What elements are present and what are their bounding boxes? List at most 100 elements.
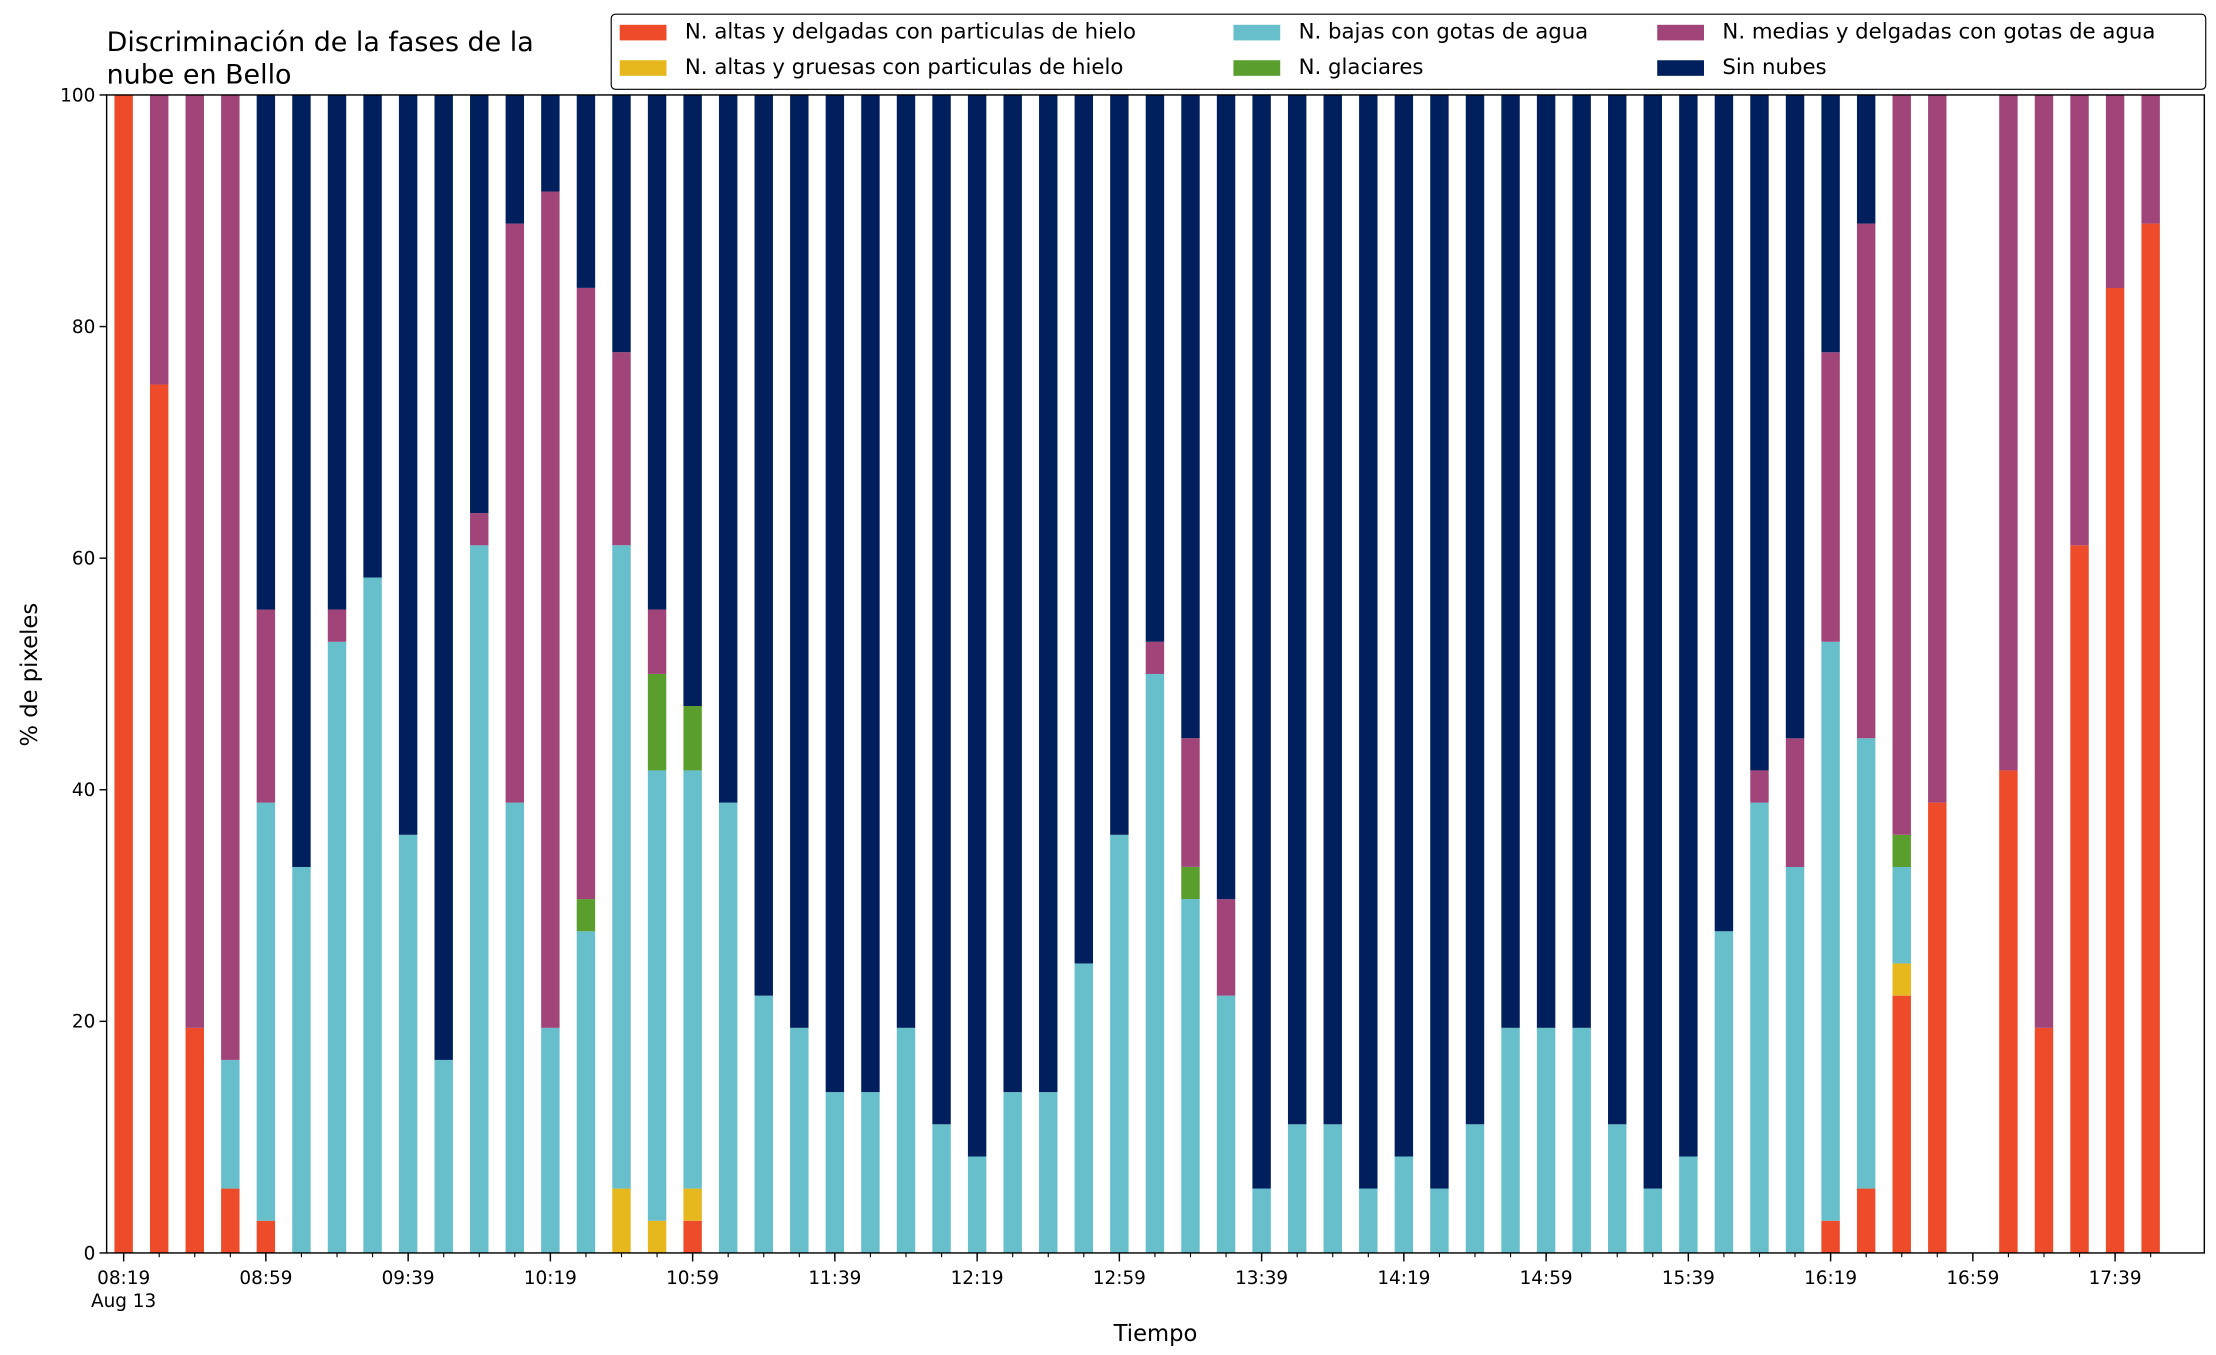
bar-segment	[754, 995, 773, 1253]
bar-segment	[470, 513, 489, 546]
bar-segment	[1394, 94, 1414, 1157]
x-tick-label: 15:39	[1662, 1268, 1715, 1289]
x-tick-label: 12:19	[951, 1268, 1004, 1289]
bar-segment	[1181, 899, 1200, 1253]
bar-segment	[541, 95, 560, 192]
bar-segment	[718, 94, 738, 803]
x-tick-label: 11:39	[808, 1268, 861, 1289]
bar-segment	[1750, 802, 1769, 1253]
bar-segment	[221, 1188, 240, 1253]
bar-segment	[1750, 770, 1769, 803]
bar-segment	[2141, 94, 2160, 224]
bar-segment	[1216, 95, 1236, 900]
plot-frame	[105, 94, 2206, 1254]
bar-segment	[647, 673, 667, 771]
legend-label: N. medias y delgadas con gotas de agua	[1722, 20, 2155, 45]
legend-swatch	[1657, 24, 1705, 41]
bar-segment	[1608, 1124, 1627, 1253]
y-tick-label: 100	[60, 85, 95, 106]
bar-segment	[2070, 94, 2089, 546]
bar-segment	[505, 802, 525, 1253]
x-tick-label: 09:39	[382, 1268, 435, 1289]
bar-segment	[825, 1092, 845, 1253]
bar-segment	[683, 770, 702, 1189]
bar-segment	[1714, 931, 1734, 1253]
bar-segment	[1536, 1027, 1556, 1253]
bar-segment	[434, 94, 453, 1060]
bar-segment	[1110, 834, 1129, 1253]
x-date-label: Aug 13	[91, 1291, 156, 1312]
bar-segment	[1714, 94, 1734, 932]
bar-segment	[1216, 899, 1236, 996]
legend-label: N. altas y delgadas con particulas de hi…	[685, 20, 1136, 45]
bar-segment	[1323, 1124, 1342, 1253]
x-tick-label: 08:19	[97, 1268, 150, 1289]
legend: N. altas y delgadas con particulas de hi…	[610, 13, 2207, 90]
bar-segment	[470, 94, 489, 514]
bar-segment	[1928, 94, 1947, 803]
legend-label: N. bajas con gotas de agua	[1299, 20, 1589, 45]
bar-segment	[932, 94, 951, 1125]
bar-segment	[185, 1027, 204, 1253]
bar-segment	[541, 1027, 560, 1253]
bar-segment	[647, 770, 667, 1221]
bar-segment	[1821, 352, 1840, 642]
x-tick-label: 16:19	[1804, 1268, 1857, 1289]
bar-segment	[149, 94, 169, 385]
bar-segment	[1145, 673, 1165, 1253]
bar-segment	[1892, 94, 1911, 835]
bar-segment	[576, 94, 596, 288]
chart-title: nube en Bello	[107, 60, 292, 91]
bar-segment	[1785, 738, 1805, 867]
x-tick-label: 16:59	[1946, 1268, 1999, 1289]
bar-segment	[967, 94, 987, 1157]
bar-segment	[683, 706, 702, 771]
bar-segment	[1039, 1092, 1058, 1253]
bar-segment	[683, 1220, 702, 1253]
legend-swatch	[1657, 60, 1705, 76]
bar-segment	[1323, 94, 1342, 1125]
bar-segment	[1181, 866, 1200, 900]
bar-segment	[576, 899, 596, 932]
bar-segment	[1501, 94, 1520, 1028]
bar-segment	[1394, 1156, 1414, 1253]
bar-segment	[1252, 94, 1271, 1189]
bar-segment	[683, 94, 702, 707]
bar-segment	[612, 1188, 631, 1253]
bar-segment	[1999, 94, 2018, 771]
bar-segment	[647, 94, 667, 610]
bar-segment	[1287, 94, 1307, 1125]
x-tick-label: 14:19	[1377, 1268, 1430, 1289]
y-tick-label: 20	[72, 1012, 95, 1033]
bar-segment	[1287, 1124, 1307, 1253]
x-axis-label: Tiempo	[1113, 1321, 1198, 1347]
y-axis-label: % de pixeles	[17, 603, 43, 747]
bar-segment	[861, 1092, 880, 1253]
legend-label: N. altas y gruesas con particulas de hie…	[685, 55, 1123, 80]
bar-segment	[1892, 834, 1911, 867]
bar-segment	[1643, 1188, 1663, 1253]
bar-segment	[1501, 1027, 1520, 1253]
x-tick-label: 12:59	[1093, 1268, 1146, 1289]
bar-segment	[470, 545, 489, 1253]
bar-segment	[612, 94, 631, 353]
bar-segment	[2105, 287, 2125, 1253]
bar-segment	[1181, 94, 1200, 739]
bar-segment	[1430, 94, 1449, 1189]
bar-segment	[1928, 802, 1947, 1253]
bar-segment	[1785, 94, 1805, 739]
bar-segment	[2105, 94, 2125, 288]
bar-segment	[398, 834, 418, 1253]
bar-segment	[1572, 1027, 1591, 1253]
bar-segment	[434, 1059, 453, 1253]
bar-segment	[1821, 94, 1840, 353]
bar-segment	[1892, 963, 1911, 996]
bar-segment	[149, 384, 169, 1253]
x-tick-label: 14:59	[1520, 1268, 1573, 1289]
bar-segment	[1999, 770, 2018, 1253]
bar-segment	[1892, 866, 1911, 964]
y-tick-label: 40	[72, 780, 95, 801]
bar-segment	[221, 1059, 240, 1189]
